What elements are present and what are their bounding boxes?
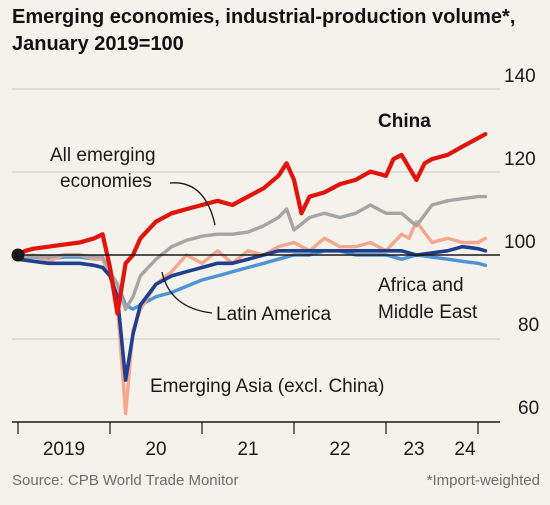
label-emerging-asia: Emerging Asia (excl. China) [150,376,384,397]
leader-latin-america [161,271,213,314]
y-tick-100: 100 [504,232,536,253]
series-china [15,132,488,316]
x-tick-21: 21 [237,439,258,460]
footnote: *Import-weighted [426,472,540,489]
series-all-emerging-economies [16,194,488,311]
y-tick-120: 120 [504,149,536,170]
x-tick-23: 23 [403,439,424,460]
source-note: Source: CPB World Trade Monitor [12,472,239,489]
leader-all-emerging [169,182,216,226]
y-tick-80: 80 [518,315,539,336]
x-tick-24: 24 [454,439,476,460]
origin-dot [11,248,25,262]
x-tick-20: 20 [145,439,166,460]
y-tick-140: 140 [504,66,536,87]
chart-title: Emerging economies, industrial-productio… [12,6,516,55]
series-latin-america [16,244,488,382]
series-layer [15,132,488,416]
x-tick-2019: 2019 [43,439,85,460]
label-latin-america: Latin America [216,304,332,325]
x-axis-ticks [17,422,479,434]
label-africa-1: Africa and [378,275,464,296]
label-all-emerging-2: economies [60,171,152,192]
label-china: China [378,111,431,132]
x-tick-22: 22 [329,439,350,460]
series-emerging-asia-excl-china [16,219,488,416]
label-africa-2: Middle East [378,302,478,323]
y-tick-60: 60 [518,398,539,419]
label-all-emerging-1: All emerging [50,145,156,166]
